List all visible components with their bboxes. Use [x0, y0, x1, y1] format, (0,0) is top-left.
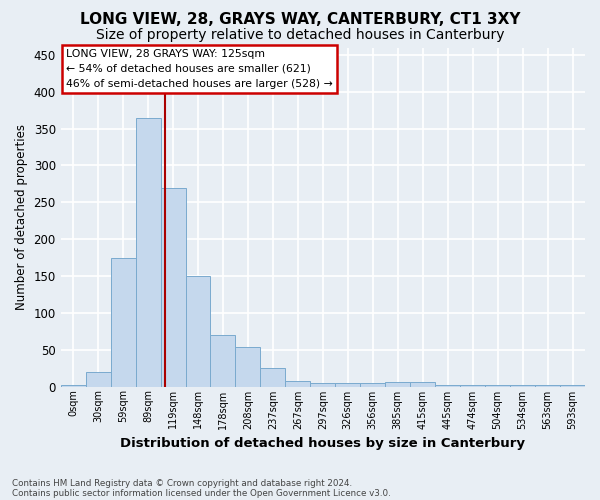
Bar [211, 335, 235, 386]
Bar [310, 383, 335, 386]
X-axis label: Distribution of detached houses by size in Canterbury: Distribution of detached houses by size … [121, 437, 526, 450]
Text: LONG VIEW, 28, GRAYS WAY, CANTERBURY, CT1 3XY: LONG VIEW, 28, GRAYS WAY, CANTERBURY, CT… [80, 12, 520, 28]
Bar [86, 372, 110, 386]
Bar [61, 385, 86, 386]
Bar [385, 382, 410, 386]
Bar [235, 348, 260, 387]
Bar [360, 383, 385, 386]
Bar [136, 118, 161, 386]
Bar [161, 188, 185, 386]
Y-axis label: Number of detached properties: Number of detached properties [15, 124, 28, 310]
Text: Contains HM Land Registry data © Crown copyright and database right 2024.: Contains HM Land Registry data © Crown c… [12, 478, 352, 488]
Text: Size of property relative to detached houses in Canterbury: Size of property relative to detached ho… [96, 28, 504, 42]
Bar [410, 382, 435, 386]
Bar [560, 385, 585, 386]
Text: LONG VIEW, 28 GRAYS WAY: 125sqm
← 54% of detached houses are smaller (621)
46% o: LONG VIEW, 28 GRAYS WAY: 125sqm ← 54% of… [66, 49, 332, 89]
Bar [460, 385, 485, 386]
Bar [260, 368, 286, 386]
Bar [286, 380, 310, 386]
Bar [485, 385, 510, 386]
Bar [335, 383, 360, 386]
Bar [510, 385, 535, 386]
Bar [185, 276, 211, 386]
Bar [535, 385, 560, 386]
Bar [110, 258, 136, 386]
Text: Contains public sector information licensed under the Open Government Licence v3: Contains public sector information licen… [12, 488, 391, 498]
Bar [435, 385, 460, 386]
